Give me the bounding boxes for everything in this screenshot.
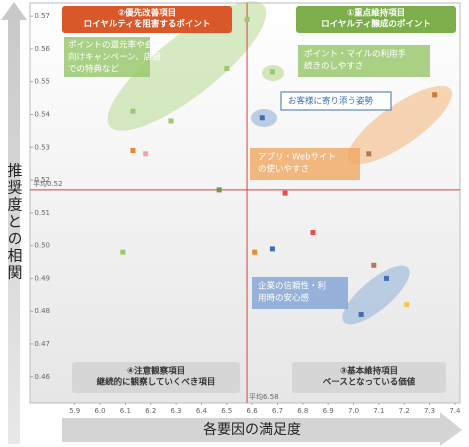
point xyxy=(371,262,377,268)
x-tick-label: 6.7 xyxy=(272,407,283,415)
x-tick-label: 6.8 xyxy=(297,407,308,415)
x-tick-label: 7.0 xyxy=(348,407,359,415)
y-axis-title: 推奨度との相関 xyxy=(6,163,24,282)
callout-label: 向けキャンペーン、店舗 xyxy=(68,52,161,63)
x-tick-label: 6.1 xyxy=(120,407,131,415)
point xyxy=(252,249,258,255)
y-tick-label: 0.50 xyxy=(34,242,50,250)
point xyxy=(383,275,389,281)
point xyxy=(432,92,438,98)
point xyxy=(120,249,126,255)
x-tick-label: 7.2 xyxy=(399,407,410,415)
point xyxy=(216,187,222,193)
x-tick-label: 6.5 xyxy=(221,407,232,415)
point xyxy=(168,118,174,124)
quadrant-label: ③基本維持項目 xyxy=(340,366,398,377)
x-tick-label: 6.9 xyxy=(323,407,334,415)
x-tick-label: 6.0 xyxy=(94,407,105,415)
callout-label: ポイントの還元率や会員 xyxy=(68,40,162,51)
point xyxy=(130,108,136,114)
quadrant-label: ④注意観察項目 xyxy=(127,366,185,377)
point xyxy=(130,148,136,154)
point xyxy=(366,151,372,157)
quadrant-box xyxy=(292,362,446,393)
quadrant-label: ロイヤルティを阻害するポイント xyxy=(84,19,211,30)
x-tick-label: 5.9 xyxy=(69,407,80,415)
y-tick-label: 0.53 xyxy=(34,143,50,151)
point xyxy=(224,66,230,72)
point xyxy=(310,230,316,236)
callout-label: 企業の信頼性・利 xyxy=(258,281,326,292)
point xyxy=(244,16,250,22)
x-axis-title: 各要因の満足度 xyxy=(203,422,301,438)
quadrant-box xyxy=(72,362,240,393)
quadrant-label: ①重点維持項目 xyxy=(347,8,405,19)
callout-label: 続きのしやすさ xyxy=(304,61,363,72)
quadrant-label: ②優先改善項目 xyxy=(118,8,176,19)
y-tick-label: 0.49 xyxy=(34,274,50,282)
avg-y-label: 平均0.52 xyxy=(33,179,63,188)
quadrant-label: ベースとなっている価値 xyxy=(323,377,416,388)
group-ellipse xyxy=(347,85,453,165)
quadrant-label: ロイヤルティ醸成のポイント xyxy=(321,19,431,30)
x-arrow xyxy=(62,412,462,446)
point xyxy=(269,246,275,252)
callout-label: の使いやすさ xyxy=(258,164,309,175)
quadrant-box xyxy=(62,6,232,33)
group-ellipse xyxy=(107,1,267,131)
y-tick-label: 0.54 xyxy=(34,110,50,118)
group-ellipse xyxy=(342,265,410,325)
y-tick-label: 0.56 xyxy=(34,45,50,53)
y-tick-label: 0.47 xyxy=(34,340,50,348)
callout-label: お客様に寄り添う姿勢 xyxy=(288,96,374,107)
point xyxy=(404,302,410,308)
callout-box xyxy=(250,148,360,180)
y-tick-label: 0.55 xyxy=(34,78,50,86)
callout-label: ポイント・マイルの利用手 xyxy=(304,49,407,60)
point xyxy=(259,115,265,121)
callout-label: 用時の安心感 xyxy=(258,293,310,304)
quadrant-label: 継続的に観察していくべき項目 xyxy=(97,377,216,388)
callout-label: での特典など xyxy=(68,64,120,75)
x-tick-label: 6.6 xyxy=(247,407,259,415)
y-tick-label: 0.51 xyxy=(34,209,50,217)
callout-box xyxy=(298,45,430,77)
x-tick-label: 7.1 xyxy=(373,407,384,415)
x-tick-label: 6.4 xyxy=(196,407,208,415)
callout-box xyxy=(252,277,348,309)
y-tick-label: 0.46 xyxy=(34,373,50,381)
quadrant-box xyxy=(296,6,456,33)
x-tick-label: 7.3 xyxy=(424,407,435,415)
y-tick-label: 0.57 xyxy=(34,12,50,20)
x-tick-label: 6.3 xyxy=(171,407,182,415)
point xyxy=(358,311,364,317)
callout-label: アプリ・Webサイト xyxy=(258,153,336,163)
avg-x-label: 平均6.58 xyxy=(249,392,279,401)
y-tick-label: 0.48 xyxy=(34,307,50,315)
point xyxy=(269,69,275,75)
point xyxy=(282,190,288,196)
point xyxy=(143,151,149,157)
y-tick-label: 0.52 xyxy=(34,176,50,184)
x-tick-label: 6.2 xyxy=(145,407,156,415)
callout-box xyxy=(64,37,150,77)
callout-box xyxy=(280,91,392,111)
x-tick-label: 7.4 xyxy=(449,407,461,415)
y-arrow xyxy=(1,2,27,444)
